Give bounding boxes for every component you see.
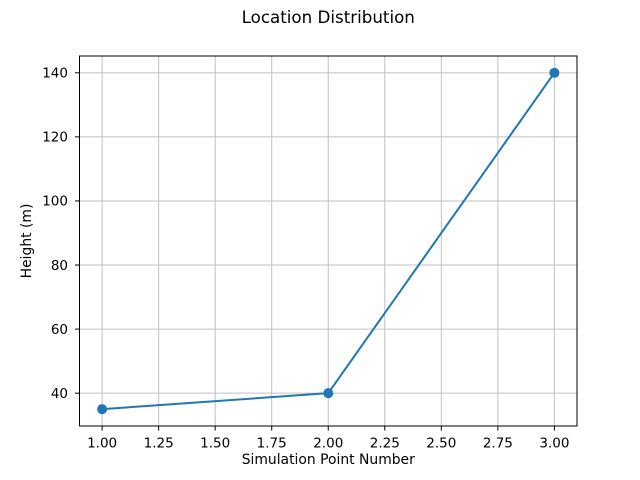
x-tick-label: 2.50 xyxy=(426,436,456,452)
y-tick-label: 120 xyxy=(42,130,68,146)
grid-lines xyxy=(79,56,577,426)
tick-labels: 1.00 1.25 1.50 1.75 2.00 2.25 2.50 2.75 3.00 40 60… xyxy=(42,66,569,452)
x-tick-label: 3.00 xyxy=(539,436,569,452)
x-axis-label: Simulation Point Number xyxy=(242,452,415,468)
x-tick-label: 2.00 xyxy=(313,436,343,452)
x-tick-label: 1.00 xyxy=(87,436,117,452)
y-tick-label: 100 xyxy=(42,194,68,210)
axis-ticks xyxy=(75,72,555,431)
data-series xyxy=(97,67,560,415)
chart-title: Location Distribution xyxy=(242,7,415,27)
data-point-marker xyxy=(97,404,108,415)
y-tick-label: 60 xyxy=(51,322,68,338)
x-tick-label: 2.25 xyxy=(370,436,400,452)
x-tick-label: 2.75 xyxy=(483,436,513,452)
data-point-marker xyxy=(323,388,334,399)
y-tick-label: 40 xyxy=(51,386,68,402)
x-tick-label: 1.25 xyxy=(144,436,174,452)
y-tick-label: 140 xyxy=(42,66,68,82)
y-axis-label: Height (m) xyxy=(19,204,35,279)
data-point-marker xyxy=(549,67,560,78)
x-tick-label: 1.50 xyxy=(200,436,230,452)
x-tick-label: 1.75 xyxy=(257,436,287,452)
y-tick-label: 80 xyxy=(51,258,68,274)
